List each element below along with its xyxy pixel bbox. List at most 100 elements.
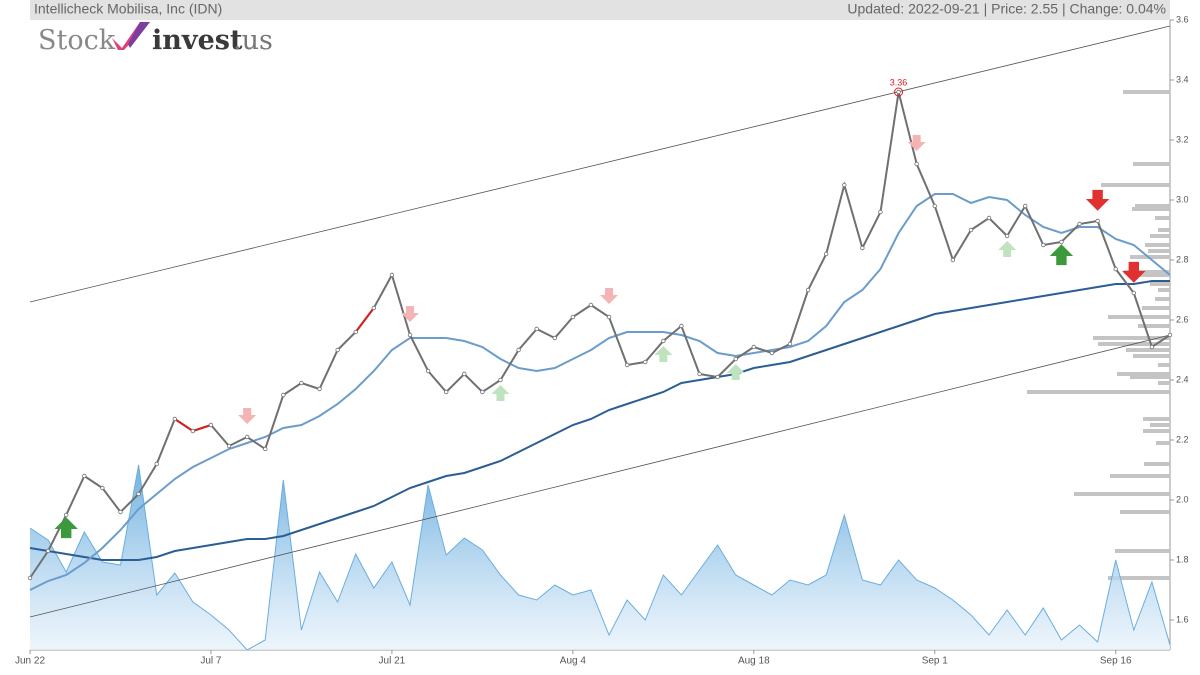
price-point	[1023, 203, 1028, 209]
price-point	[588, 302, 594, 308]
y-tick-label: 3.0	[1176, 194, 1189, 204]
buy-signal	[654, 346, 673, 362]
price-point	[950, 257, 956, 263]
price-point	[371, 305, 377, 311]
price-point	[82, 473, 87, 479]
price-point	[986, 215, 992, 221]
price-point	[281, 392, 286, 398]
volume-profile-bar	[1140, 273, 1170, 277]
price-point	[226, 443, 232, 449]
price-point	[498, 377, 503, 383]
buy-signal	[726, 364, 745, 380]
volume-profile-bar	[1074, 492, 1170, 496]
price-point	[914, 161, 919, 167]
price-point	[389, 272, 395, 278]
price-point	[136, 491, 141, 497]
volume-profile-bar	[1108, 315, 1170, 319]
sell-signal	[401, 306, 419, 322]
x-tick-label: Sep 16	[1100, 656, 1132, 667]
price-point	[1004, 233, 1010, 239]
y-tick-label: 2.0	[1176, 494, 1189, 504]
price-line	[29, 91, 1171, 579]
price-point	[425, 368, 431, 374]
price-point	[643, 359, 648, 365]
x-tick-label: Sep 1	[922, 656, 949, 667]
logo: Stock invest .us	[38, 22, 273, 56]
ma-long-line	[29, 280, 1170, 561]
volume-profile-bar	[1124, 270, 1170, 274]
price-point	[462, 371, 467, 377]
volume-profile-bar	[1110, 474, 1170, 478]
volume-profile-bar	[1108, 576, 1170, 580]
volume-profile-bar	[1123, 90, 1170, 94]
price-point	[335, 347, 340, 353]
price-point	[1167, 332, 1173, 338]
max-marker	[894, 87, 904, 97]
price-point	[661, 338, 666, 344]
price-point	[860, 245, 865, 251]
price-point	[842, 182, 847, 188]
volume-profile-bar	[1158, 228, 1170, 232]
price-point	[1077, 221, 1082, 227]
price-point	[244, 434, 250, 440]
volume-profile-bar	[1155, 216, 1170, 220]
buy-signal	[54, 517, 78, 539]
volume-profile-bar	[1142, 306, 1170, 310]
logo-check-accent	[128, 22, 150, 48]
price-point	[100, 485, 105, 491]
price-point	[208, 422, 214, 428]
x-tick-label: Jul 21	[379, 656, 406, 667]
price-point	[1113, 266, 1118, 272]
x-tick-label: Aug 18	[738, 656, 770, 667]
volume-profile-bar	[1133, 354, 1170, 358]
volume-profile-bar	[1130, 255, 1170, 259]
y-tick-label: 2.4	[1176, 374, 1189, 384]
sell-signal	[907, 135, 926, 151]
volume-profile-bar	[1143, 429, 1170, 433]
volume-profile-bar	[1115, 549, 1170, 553]
x-tick-label: Jul 7	[200, 656, 222, 667]
price-point	[1095, 218, 1100, 224]
volume-profile-bar	[1148, 249, 1170, 253]
volume-line	[29, 464, 1171, 651]
price-point	[516, 347, 521, 353]
price-point	[45, 548, 51, 554]
price-point	[570, 314, 576, 320]
volume-profile-bar	[1117, 372, 1170, 376]
volume-profile-bar	[1158, 363, 1170, 367]
ma-short-line	[29, 193, 1171, 591]
volume-profile-bar	[1093, 336, 1170, 340]
y-tick-label: 2.6	[1176, 314, 1189, 324]
price-point	[317, 386, 322, 392]
volume-profile-bar	[1155, 297, 1170, 301]
volume-profile-bar	[1130, 375, 1170, 379]
price-point	[172, 416, 177, 422]
price-point	[697, 371, 702, 377]
price-point	[805, 287, 811, 293]
volume-profile-bar	[1120, 510, 1170, 514]
header-bar	[30, 0, 1170, 20]
y-tick-label: 3.2	[1176, 134, 1189, 144]
volume-profile-bar	[1133, 162, 1170, 166]
volume-profile-bar	[1158, 381, 1170, 385]
price-point	[552, 335, 557, 341]
price-point	[118, 509, 123, 515]
price-point	[1131, 290, 1137, 296]
volume-profile-bar	[1101, 183, 1170, 187]
price-point	[63, 512, 69, 518]
buy-signal	[1049, 244, 1074, 266]
logo-middle: invest	[152, 25, 243, 56]
price-point	[733, 356, 738, 362]
price-highlight	[354, 307, 375, 333]
volume-profile-bar	[1138, 324, 1170, 328]
volume-profile-bar	[1126, 348, 1170, 352]
price-point	[534, 326, 539, 332]
volume-profile-bar	[1135, 204, 1170, 208]
price-point	[407, 332, 413, 338]
price-point	[769, 350, 775, 356]
volume-profile-bar	[1156, 441, 1170, 445]
price-point	[624, 362, 630, 368]
price-point	[27, 575, 33, 581]
x-tick-label: Jun 22	[15, 656, 45, 667]
price-point	[606, 314, 612, 320]
